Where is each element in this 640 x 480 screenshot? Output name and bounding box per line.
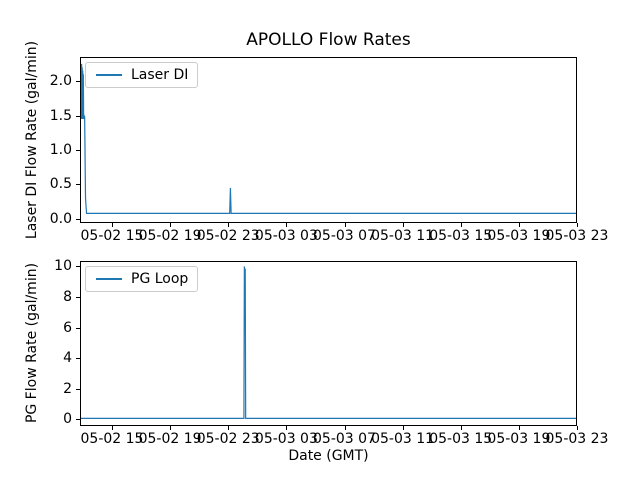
x-tick-label: 05-03 11 (371, 431, 435, 447)
y-tick-label: 0 (63, 411, 72, 428)
x-tick-mark (402, 223, 404, 227)
series-line-pg-loop (80, 266, 577, 419)
x-tick-label: 05-02 15 (80, 431, 144, 447)
y-tick-mark (76, 150, 80, 151)
laser-di-legend-label: Laser DI (131, 67, 189, 83)
y-tick-mark (76, 218, 80, 220)
x-tick-mark (577, 223, 578, 227)
y-tick-label: 10 (54, 258, 72, 275)
y-tick-mark (76, 419, 80, 421)
x-tick-mark (170, 223, 172, 227)
x-tick-mark (286, 223, 288, 227)
x-tick-mark (344, 223, 346, 227)
pg-loop-y-axis-label: PG Flow Rate (gal/min) (24, 262, 40, 424)
y-tick-mark (76, 388, 80, 390)
x-tick-label: 05-02 15 (80, 228, 144, 244)
x-tick-label: 05-03 03 (254, 431, 318, 447)
y-tick-mark (76, 266, 80, 268)
x-tick-label: 05-03 03 (254, 228, 318, 244)
x-tick-mark (112, 223, 113, 227)
y-tick-mark (76, 81, 80, 83)
x-tick-label: 05-03 15 (429, 431, 493, 447)
y-tick-label: 1.5 (49, 107, 72, 124)
x-tick-mark (286, 426, 288, 430)
x-tick-label: 05-03 11 (371, 228, 435, 244)
pg-loop-legend-line-sample (96, 278, 122, 280)
x-tick-mark (228, 223, 230, 227)
x-tick-label: 05-03 23 (545, 228, 609, 244)
x-tick-label: 05-03 07 (313, 431, 376, 447)
x-tick-mark (518, 426, 520, 430)
y-tick-label: 6 (63, 319, 72, 336)
y-tick-label: 2 (63, 380, 72, 397)
y-tick-label: 0.5 (49, 176, 72, 193)
laser-di-legend-line-sample (96, 74, 122, 76)
x-axis-label: Date (GMT) (288, 448, 369, 464)
laser-di-plot-area (80, 63, 577, 214)
x-tick-mark (460, 223, 462, 227)
laser-di-y-axis-label: Laser DI Flow Rate (gal/min) (24, 40, 40, 240)
y-tick-label: 1.0 (49, 142, 72, 158)
subplot-pg-loop: PG Loop 05-02 15 05-02 19 05-02 23 05-03 03… (54, 258, 608, 447)
y-tick-label: 0.0 (49, 210, 72, 227)
y-tick-mark (76, 115, 80, 117)
pg-loop-plot-area (80, 266, 577, 419)
subplot-laser-di: Laser DI 05-02 15 05-02 19 05-02 23 05-03 0… (50, 57, 608, 244)
x-tick-label: 05-02 23 (196, 228, 260, 244)
x-tick-mark (518, 223, 520, 227)
x-tick-label: 05-02 19 (138, 228, 202, 244)
x-tick-label: 05-03 07 (313, 228, 376, 244)
y-tick-label: 8 (63, 288, 72, 305)
y-tick-mark (76, 327, 80, 329)
x-tick-mark (402, 426, 404, 430)
x-tick-mark (460, 426, 462, 430)
x-tick-mark (577, 426, 578, 430)
figure-title: APOLLO Flow Rates (246, 30, 411, 50)
y-tick-mark (76, 184, 80, 186)
x-tick-mark (344, 426, 346, 430)
pg-loop-legend: PG Loop (85, 266, 199, 292)
y-tick-label: 4 (63, 350, 72, 366)
x-tick-label: 05-03 19 (487, 431, 551, 447)
laser-di-legend: Laser DI (85, 62, 199, 88)
x-tick-label: 05-03 19 (487, 228, 551, 244)
x-tick-label: 05-03 23 (545, 431, 609, 447)
x-tick-mark (112, 426, 113, 430)
x-tick-label: 05-02 19 (138, 431, 202, 447)
series-line-laser-di (80, 63, 577, 214)
x-tick-mark (170, 426, 172, 430)
pg-loop-legend-label: PG Loop (131, 271, 189, 287)
y-tick-mark (76, 358, 80, 359)
x-tick-label: 05-03 15 (429, 228, 493, 244)
x-tick-mark (228, 426, 230, 430)
x-tick-label: 05-02 23 (196, 431, 260, 447)
y-tick-label: 2.0 (49, 73, 72, 90)
y-tick-mark (76, 296, 80, 298)
